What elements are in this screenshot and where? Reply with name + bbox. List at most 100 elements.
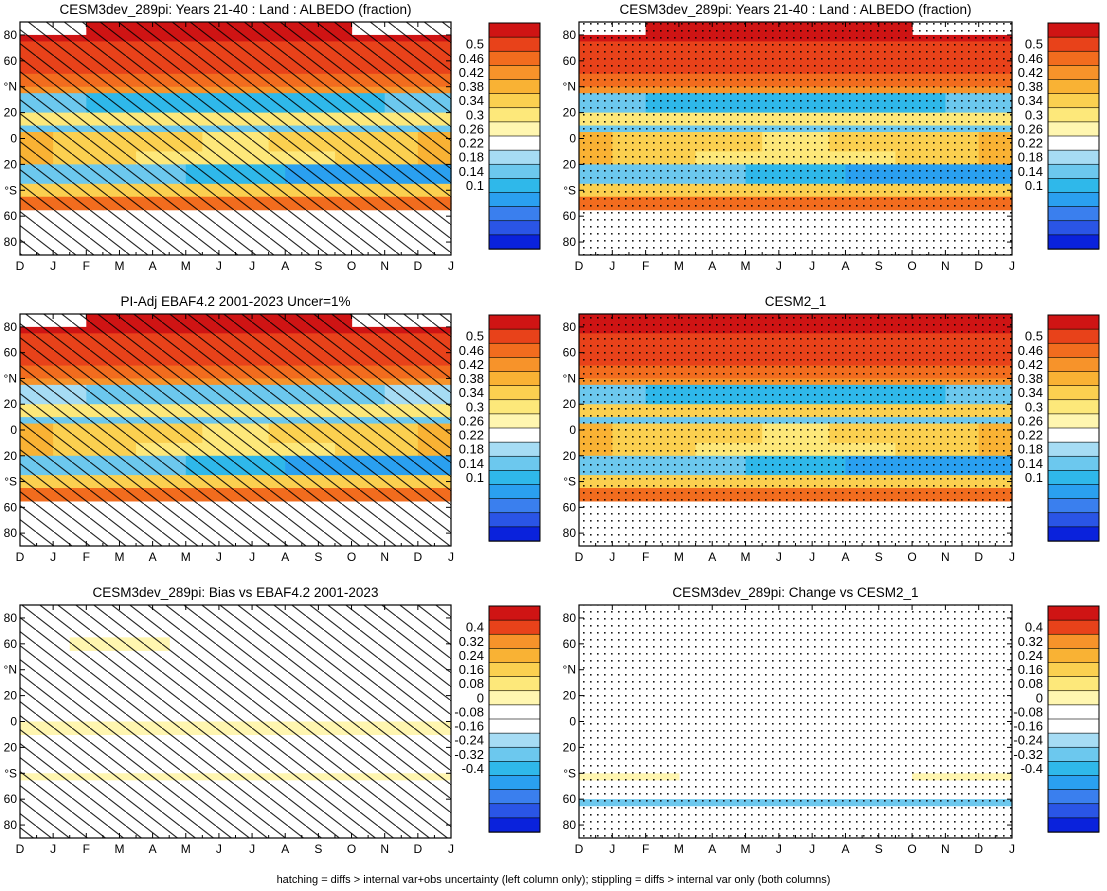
y-tick-label: 20 [4, 397, 18, 411]
colorbar-swatch [488, 704, 541, 720]
x-tick-label: J [448, 842, 454, 856]
colorbar-swatch [488, 803, 541, 819]
x-tick-label: N [941, 259, 950, 273]
y-tick-label: °S [4, 183, 17, 197]
y-tick-label: 60 [563, 500, 577, 514]
colorbar-label: 0.38 [459, 79, 484, 94]
x-tick-label: A [281, 259, 289, 273]
y-tick-label: 20 [563, 449, 577, 463]
x-tick-label: M [741, 550, 751, 564]
colorbar-label: 0.18 [459, 150, 484, 165]
x-tick-label: A [841, 550, 849, 564]
colorbar-label: 0.3 [1025, 399, 1043, 414]
x-tick-label: O [347, 259, 356, 273]
colorbar-swatch [488, 22, 541, 38]
y-tick-label: 20 [4, 449, 18, 463]
colorbar-swatch [488, 234, 541, 250]
x-tick-label: M [674, 550, 684, 564]
colorbar-label: 0.34 [459, 93, 484, 108]
colorbar-label: 0.3 [1025, 107, 1043, 122]
x-tick-label: D [575, 259, 584, 273]
colorbar-swatch [1047, 605, 1100, 621]
colorbar-swatch [488, 484, 541, 500]
colorbar-label: 0.1 [1025, 470, 1043, 485]
x-tick-label: F [642, 842, 649, 856]
x-tick-label: M [114, 550, 124, 564]
hatching-overlay [20, 314, 451, 546]
x-tick-label: J [50, 550, 56, 564]
colorbar-swatch [1047, 50, 1100, 67]
x-tick-label: S [314, 259, 322, 273]
colorbar-swatch [488, 690, 541, 706]
y-tick-label: 0 [569, 423, 576, 437]
x-tick-label: O [907, 842, 916, 856]
x-tick-label: A [841, 259, 849, 273]
colorbar-label: 0.22 [459, 428, 484, 443]
y-tick-label: 80 [563, 320, 577, 334]
colorbar-swatch [488, 718, 541, 734]
y-tick-label: °S [563, 475, 576, 489]
colorbar-swatch [1047, 192, 1100, 208]
colorbar-swatch [488, 676, 541, 692]
colorbar-swatch [1047, 371, 1100, 387]
y-tick-label: 60 [4, 792, 18, 806]
colorbar-swatch [1047, 512, 1100, 528]
x-tick-label: M [181, 550, 191, 564]
colorbar-swatch [1047, 234, 1100, 250]
stippling-overlay [579, 22, 1012, 255]
colorbar-swatch [488, 470, 541, 486]
x-tick-label: J [776, 550, 782, 564]
y-tick-label: 80 [4, 235, 18, 249]
colorbar-label: 0.14 [459, 164, 484, 179]
x-tick-label: J [776, 842, 782, 856]
x-tick-label: M [741, 259, 751, 273]
colorbar: 0.50.460.420.380.340.30.260.220.180.140.… [459, 22, 541, 250]
colorbar-label: 0.22 [1018, 428, 1043, 443]
colorbar-swatch [488, 178, 541, 194]
colorbar-frame [488, 314, 541, 542]
x-tick-label: J [50, 259, 56, 273]
y-tick-label: 20 [563, 157, 577, 171]
colorbar-label: 0.26 [459, 121, 484, 136]
y-tick-label: °S [4, 766, 17, 780]
x-tick-label: M [741, 842, 751, 856]
x-tick-label: S [875, 842, 883, 856]
x-tick-label: A [281, 842, 289, 856]
colorbar-swatch [1047, 704, 1100, 720]
x-tick-label: J [216, 259, 222, 273]
colorbar-label: 0.38 [1018, 79, 1043, 94]
x-tick-label: A [708, 550, 716, 564]
colorbar-swatch [488, 192, 541, 208]
colorbar-swatch [1047, 455, 1100, 472]
colorbar-label: 0.4 [1025, 620, 1043, 635]
x-tick-label: J [1009, 259, 1015, 273]
panel-title: PI-Adj EBAF4.2 2001-2023 Uncer=1% [120, 294, 350, 309]
colorbar-frame [488, 605, 541, 833]
x-tick-label: D [16, 550, 25, 564]
y-tick-label: 80 [4, 818, 18, 832]
x-tick-label: S [314, 842, 322, 856]
colorbar-swatch [1047, 690, 1100, 706]
colorbar-label: 0.08 [459, 676, 484, 691]
panel-2: CESM3dev_289pi: Years 21-40 : Land : ALB… [563, 2, 1100, 273]
y-tick-label: 20 [4, 157, 18, 171]
colorbar-swatch [488, 789, 541, 805]
x-tick-label: D [575, 842, 584, 856]
colorbar-swatch [1047, 427, 1100, 443]
panel-6: CESM3dev_289pi: Change vs CESM2_1 D J F M A M J… [563, 585, 1100, 856]
colorbar: 0.50.460.420.380.340.30.260.220.180.140.… [459, 314, 541, 542]
x-tick-label: D [414, 259, 423, 273]
y-tick-label: 20 [4, 689, 18, 703]
colorbar: 0.50.460.420.380.340.30.260.220.180.140.… [1018, 314, 1100, 542]
colorbar-swatch [1047, 357, 1100, 373]
colorbar-swatch [1047, 121, 1100, 137]
colorbar-swatch [488, 135, 541, 151]
x-tick-label: M [181, 259, 191, 273]
colorbar-swatch [1047, 178, 1100, 194]
colorbar-label: 0.42 [459, 357, 484, 372]
x-tick-label: J [1009, 842, 1015, 856]
x-tick-label: F [642, 550, 649, 564]
colorbar-label: 0.1 [466, 178, 484, 193]
stippling-overlay [579, 605, 1012, 838]
colorbar-swatch [1047, 328, 1100, 344]
